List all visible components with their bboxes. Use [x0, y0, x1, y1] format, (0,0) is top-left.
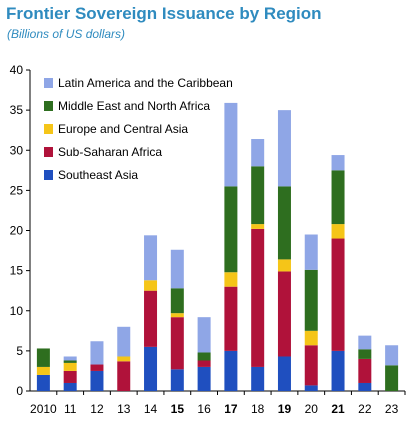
y-tick-label: 30 [10, 143, 24, 157]
y-tick-label: 35 [10, 103, 24, 117]
legend-label: Southeast Asia [58, 168, 138, 182]
legend-swatch [44, 101, 53, 111]
x-tick-label: 18 [251, 402, 265, 416]
bar-segment [331, 224, 345, 239]
bar-segment [277, 356, 291, 391]
x-tick-label: 21 [331, 402, 345, 416]
bar-segment [170, 288, 184, 314]
bar-segment [170, 317, 184, 370]
bar-segment [117, 356, 131, 362]
legend-swatch [44, 170, 53, 180]
bar-segment [251, 366, 265, 391]
bar-segment [385, 345, 399, 366]
bar-segment [144, 280, 158, 291]
bar-segment [251, 228, 265, 367]
bar-segment [197, 360, 211, 367]
bar-segment [251, 139, 265, 167]
bar-segment [331, 238, 345, 351]
x-tick-label: 12 [90, 402, 104, 416]
bar-segment [304, 269, 318, 331]
bar-segment [63, 356, 77, 361]
x-tick-label: 19 [278, 402, 292, 416]
x-tick-label: 14 [144, 402, 158, 416]
bar-segment [385, 365, 399, 391]
bar-segment [117, 361, 131, 391]
y-tick-label: 0 [16, 384, 23, 398]
bar-segment [251, 166, 265, 225]
bar-segment [63, 362, 77, 371]
bar-segment [304, 234, 318, 270]
bar-segment [277, 259, 291, 272]
y-tick-label: 15 [10, 264, 24, 278]
bar-segment [36, 374, 50, 391]
bar-segment [224, 102, 238, 187]
bar-segment [331, 170, 345, 225]
legend-label: Sub-Saharan Africa [58, 145, 162, 159]
bar-segment [277, 271, 291, 357]
bar-segment [277, 110, 291, 187]
legend-label: Europe and Central Asia [58, 122, 188, 136]
bar-segment [304, 345, 318, 386]
bar-segment [170, 249, 184, 289]
legend-swatch [44, 124, 53, 134]
bar-segment [251, 224, 265, 229]
y-tick-label: 5 [16, 344, 23, 358]
x-tick-label: 2010 [30, 402, 57, 416]
x-tick-label: 22 [358, 402, 372, 416]
bar-segment [224, 272, 238, 287]
bar-segment [117, 326, 131, 357]
bar-segment [331, 155, 345, 171]
y-tick-label: 10 [10, 304, 24, 318]
bar-segment [63, 382, 77, 391]
legend-swatch [44, 78, 53, 88]
legend-swatch [44, 147, 53, 157]
x-tick-label: 13 [117, 402, 131, 416]
x-tick-label: 20 [305, 402, 319, 416]
bar-segment [358, 382, 372, 391]
bar-segment [197, 317, 211, 353]
bar-segment [90, 341, 104, 365]
bar-segment [144, 235, 158, 281]
bar-segment [90, 370, 104, 391]
chart-title: Frontier Sovereign Issuance by Region [6, 4, 322, 23]
legend-label: Middle East and North Africa [58, 99, 210, 113]
y-tick-label: 40 [10, 63, 24, 77]
x-tick-label: 11 [64, 402, 77, 416]
legend-label: Latin America and the Caribbean [58, 76, 233, 90]
bar-segment [170, 313, 184, 318]
bar-segment [331, 350, 345, 392]
x-tick-label: 23 [385, 402, 399, 416]
bar-segment [304, 330, 318, 346]
x-tick-label: 17 [224, 402, 238, 416]
bar-segment [170, 369, 184, 391]
bar-segment [63, 370, 77, 383]
y-tick-label: 25 [10, 183, 24, 197]
bar-segment [144, 290, 158, 347]
bar-segment [197, 352, 211, 361]
bar-segment [36, 348, 50, 367]
bar-segment [224, 186, 238, 273]
bar-segment [63, 360, 77, 363]
x-tick-label: 16 [197, 402, 211, 416]
bar-segment [197, 366, 211, 391]
bar-segment [277, 186, 291, 260]
bar-segment [224, 286, 238, 351]
chart-subtitle: (Billions of US dollars) [7, 27, 126, 41]
bar-segment [224, 350, 238, 392]
x-tick-label: 15 [171, 402, 185, 416]
bar-segment [358, 335, 372, 350]
bar-segment [36, 366, 50, 375]
y-tick-label: 20 [10, 224, 24, 238]
bar-segment [90, 364, 104, 371]
bar-segment [358, 358, 372, 383]
bar-segment [304, 385, 318, 391]
bar-segment [144, 346, 158, 391]
bar-segment [358, 349, 372, 359]
